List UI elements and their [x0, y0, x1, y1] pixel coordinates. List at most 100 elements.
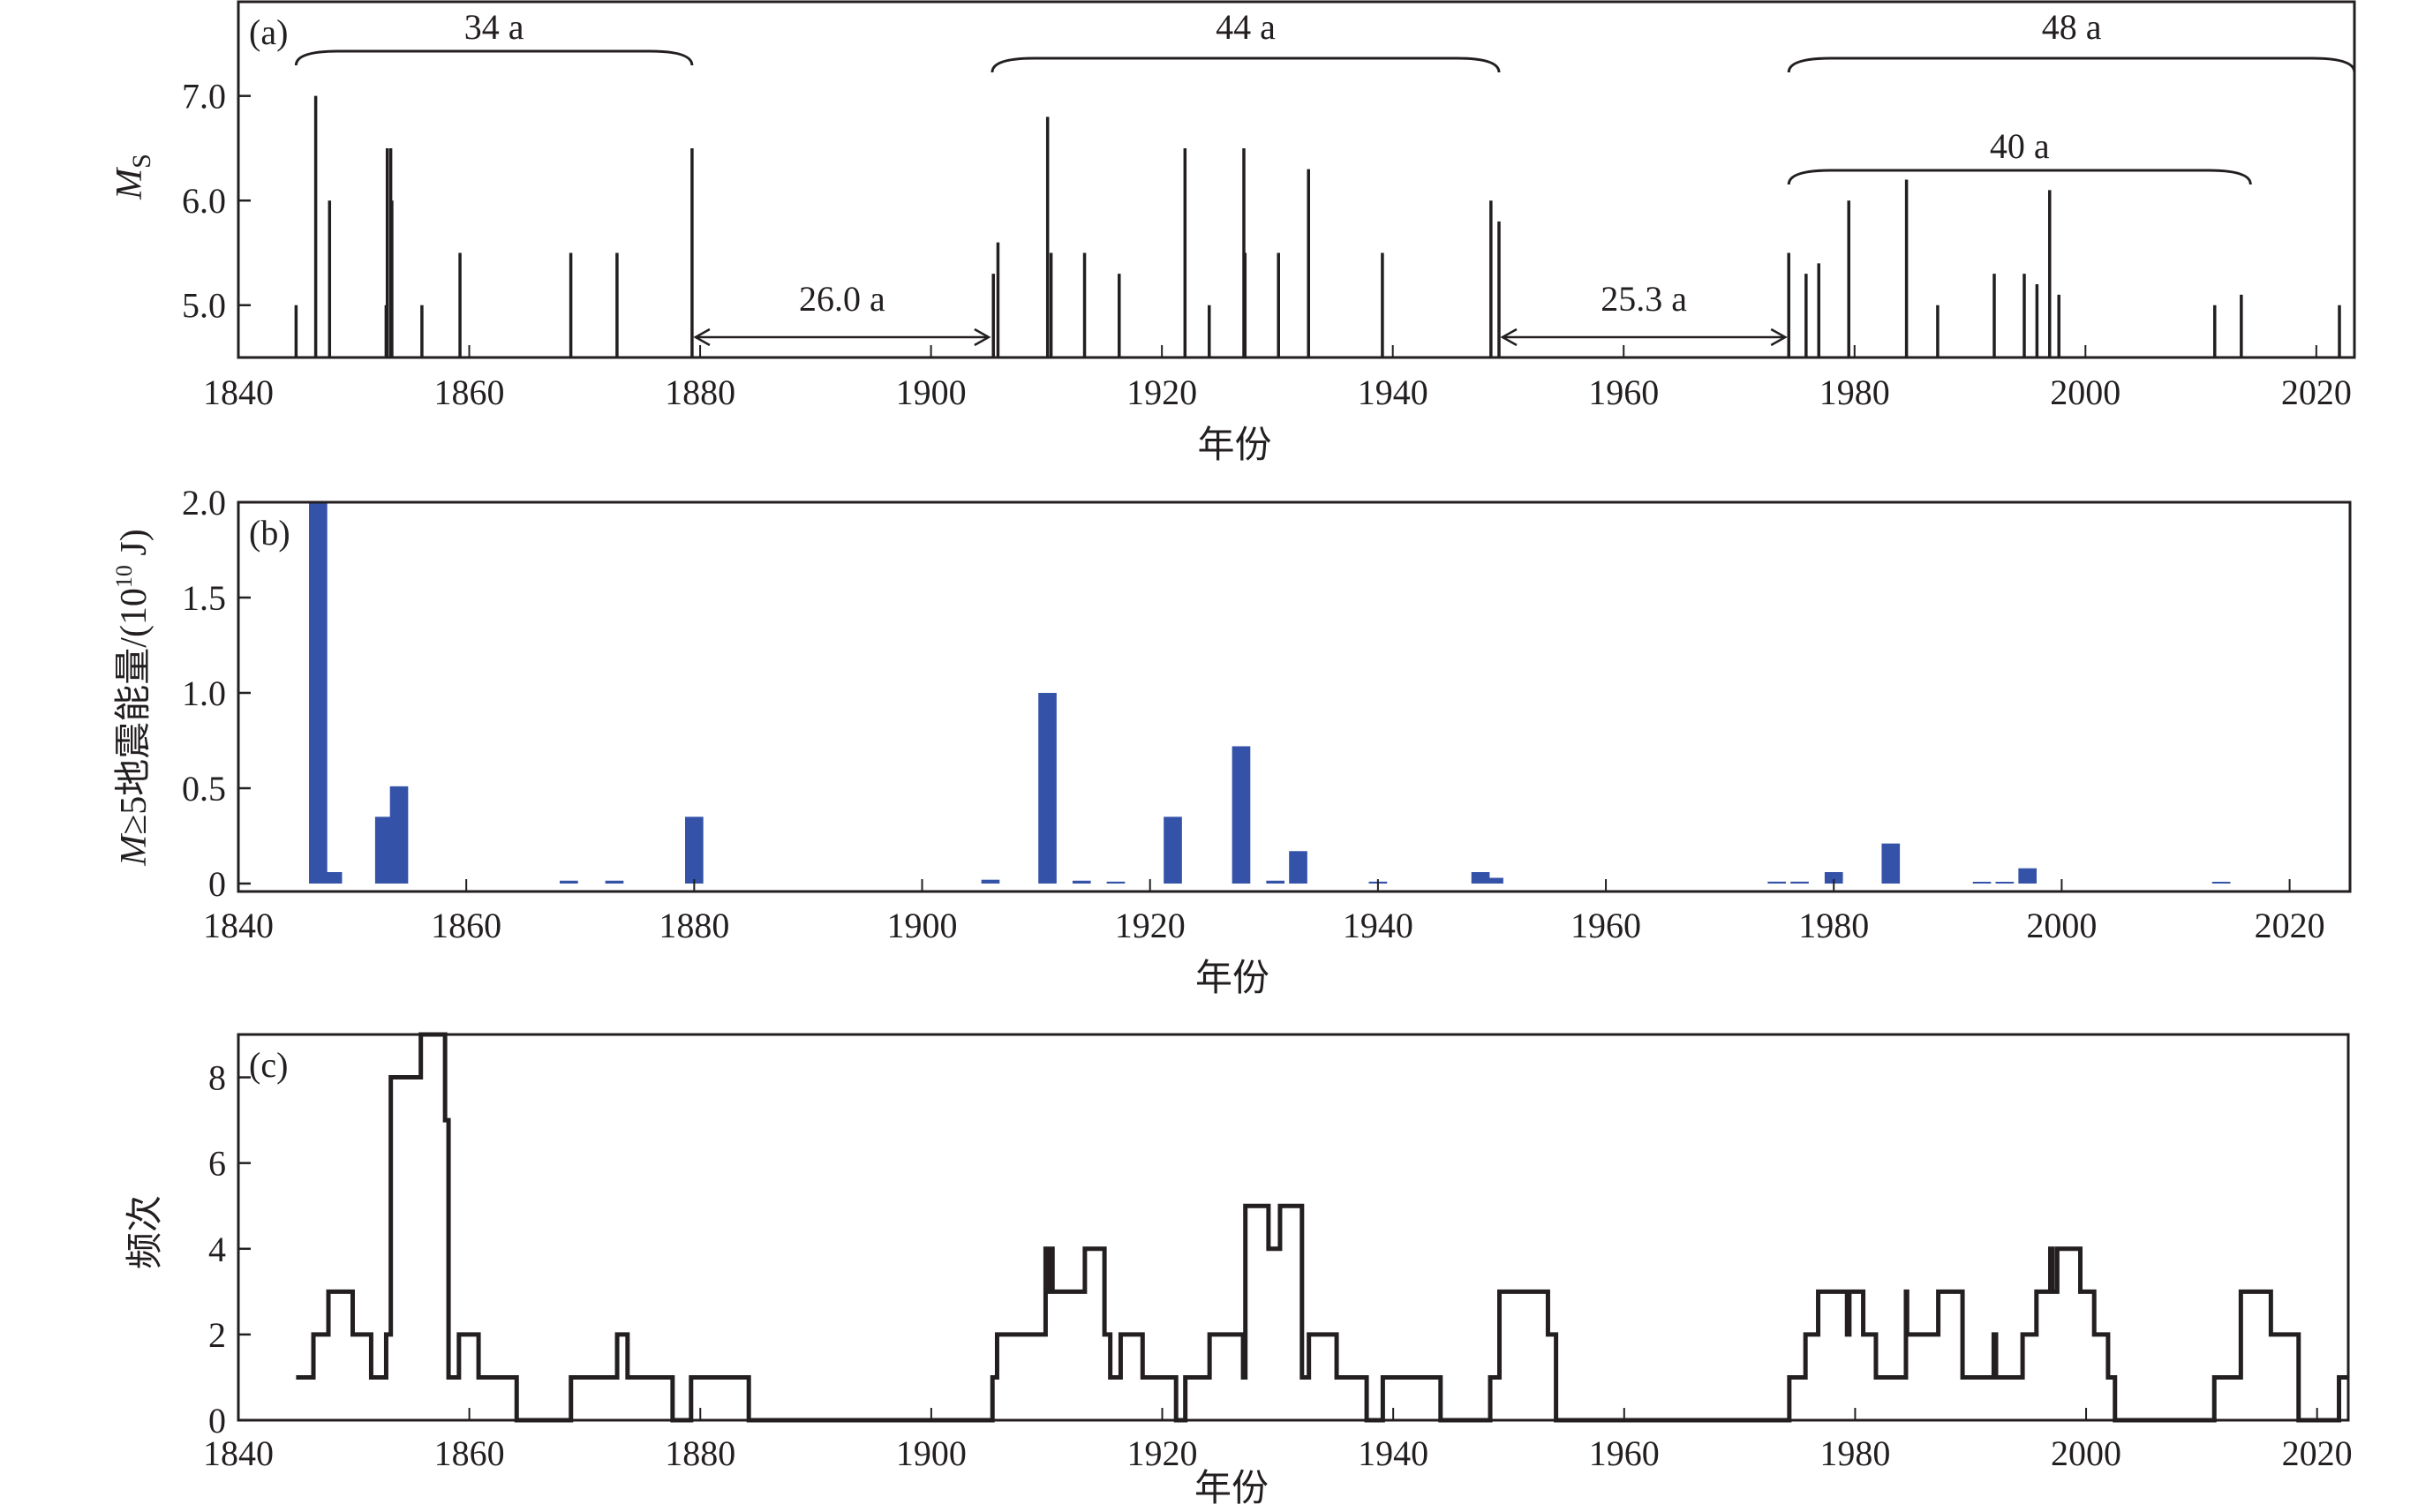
y-axis-label: M≥5地震能量/(1010 J): [111, 529, 154, 867]
arrow-head-right-icon: [974, 327, 991, 347]
y-tick-label: 4: [208, 1230, 226, 1269]
brace: [1787, 169, 2252, 185]
energy-bar: [309, 502, 328, 884]
energy-bar: [1232, 746, 1251, 884]
energy-bar: [1266, 880, 1285, 884]
energy-bar: [1790, 881, 1809, 884]
panel-label: (b): [249, 513, 290, 553]
y-tick-label: 1.0: [182, 673, 226, 713]
energy-bar: [1995, 882, 2015, 884]
energy-bar: [323, 872, 343, 884]
y-tick-label: 5.0: [182, 286, 226, 326]
x-tick-label: 1920: [1115, 906, 1186, 945]
energy-bar: [560, 880, 578, 884]
interval-label: 25.3 a: [1601, 279, 1687, 319]
energy-bar: [374, 816, 394, 884]
energy-bar: [981, 879, 1000, 884]
x-tick-label: 1880: [665, 372, 735, 412]
x-tick-label: 1900: [896, 1433, 967, 1473]
y-tick-label: 0: [208, 1401, 226, 1441]
y-tick-label: 7.0: [182, 77, 226, 117]
y-axis-label-part: 频次: [125, 1195, 166, 1269]
x-tick-label: 1940: [1358, 1433, 1428, 1473]
plot-frame: [237, 500, 2352, 893]
x-tick-label: 1920: [1127, 1433, 1198, 1473]
y-tick-label: 2: [208, 1315, 226, 1355]
energy-bar: [685, 816, 704, 884]
energy-bar: [1767, 881, 1787, 884]
energy-bar: [1038, 693, 1057, 884]
panel-b: 1840 1860 1880 1900 1920 1940 1960 1980 2000 2020…: [111, 483, 2352, 999]
y-tick-label: 1.5: [182, 578, 226, 618]
energy-bar: [389, 786, 409, 884]
y-axis-label-part: 10: [111, 565, 137, 588]
x-tick-label: 1920: [1126, 372, 1197, 412]
arrow-head-right-icon: [1770, 327, 1788, 347]
y-tick-label: 8: [208, 1058, 226, 1098]
energy-bar: [1881, 843, 1901, 884]
y-axis-label-part: ≥5地震能量/(10: [114, 588, 154, 835]
y-tick-label: 0.5: [182, 769, 226, 809]
energy-bar: [2018, 868, 2038, 884]
brace-label: 44 a: [1216, 7, 1276, 47]
plot-frame: [237, 0, 2356, 359]
energy-bar: [605, 880, 624, 884]
x-tick-label: 1900: [896, 372, 967, 412]
energy-bar: [1485, 877, 1503, 884]
x-tick-label: 2020: [2255, 906, 2325, 945]
x-tick-label: 1860: [434, 372, 505, 412]
energy-bar: [2211, 882, 2231, 884]
x-tick-label: 1960: [1571, 906, 1641, 945]
panel-label: (c): [249, 1045, 288, 1085]
x-tick-label: 1980: [1798, 906, 1869, 945]
energy-bar: [1824, 872, 1843, 884]
y-axis-label-part: M: [114, 833, 154, 867]
x-tick-label: 2000: [2051, 1433, 2121, 1473]
x-tick-label: 1940: [1358, 372, 1428, 412]
x-tick-label: 1860: [434, 1433, 505, 1473]
x-tick-label: 2000: [2050, 372, 2120, 412]
brace-label: 48 a: [2042, 7, 2102, 47]
brace: [991, 56, 1501, 73]
x-tick-label: 1860: [431, 906, 501, 945]
y-tick-label: 2.0: [182, 483, 226, 523]
x-tick-label: 1840: [203, 372, 274, 412]
panel-a: 1840 1860 1880 1900 1920 1940 1960 1980 2000 2020…: [109, 0, 2356, 466]
x-tick-label: 2020: [2282, 1433, 2353, 1473]
x-tick-label: 1960: [1589, 1433, 1660, 1473]
x-tick-label: 1880: [659, 906, 729, 945]
brace-label: 40 a: [1990, 126, 2050, 166]
plot-frame: [237, 1033, 2350, 1422]
y-axis-label: 频次: [125, 1195, 166, 1269]
energy-bar: [1106, 881, 1126, 884]
x-tick-label: 1840: [203, 906, 274, 945]
interval-label: 26.0 a: [799, 279, 885, 319]
x-tick-label: 1980: [1819, 1433, 1890, 1473]
energy-bar: [1972, 882, 1992, 884]
brace: [1787, 56, 2356, 73]
x-axis-label: 年份: [1197, 425, 1271, 466]
y-axis-label-part: J): [114, 529, 154, 565]
energy-bar: [1072, 880, 1091, 884]
x-tick-label: 2020: [2281, 372, 2352, 412]
arrow-head-left-icon: [693, 327, 711, 347]
x-axis-label: 年份: [1194, 1468, 1269, 1508]
y-tick-label: 6: [208, 1144, 226, 1184]
y-tick-label: 6.0: [182, 181, 226, 221]
x-tick-label: 1960: [1588, 372, 1659, 412]
brace: [294, 49, 694, 66]
y-axis-label-part: S: [127, 154, 156, 169]
energy-bar: [1289, 851, 1307, 884]
x-axis-label: 年份: [1195, 958, 1269, 999]
arrow-head-left-icon: [1500, 327, 1518, 347]
panel-c: 1840 1860 1880 1900 1920 1940 1960 1980 2000 2020…: [125, 1032, 2353, 1509]
energy-bar: [1164, 816, 1182, 884]
frequency-step-line: [296, 1032, 2347, 1423]
panel-label: (a): [249, 12, 288, 52]
y-tick-label: 0: [208, 864, 226, 904]
x-tick-label: 1940: [1343, 906, 1413, 945]
x-tick-label: 2000: [2026, 906, 2097, 945]
brace-label: 34 a: [464, 7, 524, 47]
